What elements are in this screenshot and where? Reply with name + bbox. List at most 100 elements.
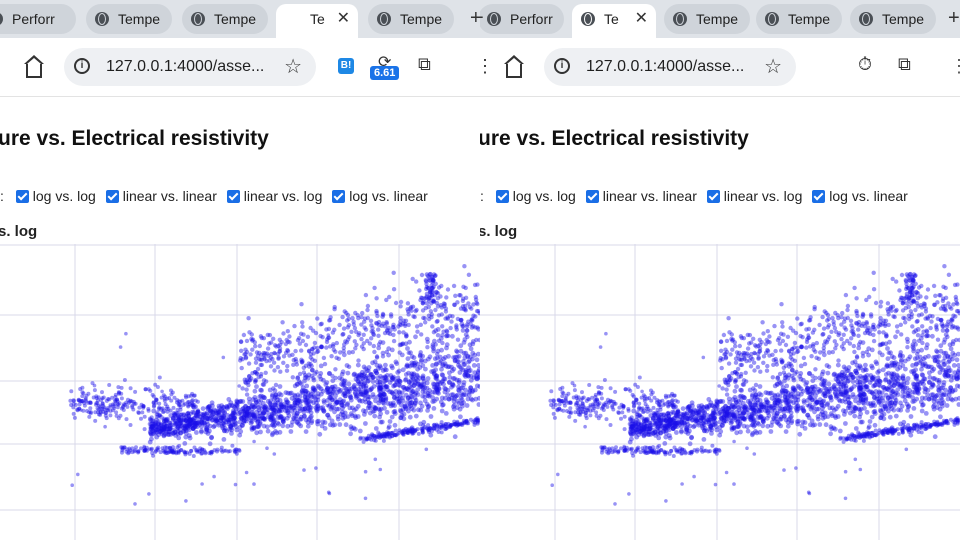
scatter-point xyxy=(176,429,181,434)
tab-4[interactable]: Tempe xyxy=(756,4,842,34)
scatter-point xyxy=(259,363,263,367)
scatter-point xyxy=(221,414,226,419)
scatter-point xyxy=(435,428,439,432)
scatter-point xyxy=(841,408,846,413)
scatter-point xyxy=(688,441,693,446)
scatter-point xyxy=(319,387,324,392)
tab-5[interactable]: Tempe xyxy=(850,4,936,34)
menu-dots-icon[interactable]: ⋮ xyxy=(480,56,494,77)
scatter-point xyxy=(338,350,342,354)
checkbox-linear-log[interactable] xyxy=(227,190,240,203)
scatter-point xyxy=(157,406,161,410)
scatter-point xyxy=(723,378,727,382)
scatter-point xyxy=(337,422,342,427)
checkbox-log-log[interactable] xyxy=(496,190,509,203)
checkbox-log-linear[interactable] xyxy=(812,190,825,203)
close-icon[interactable]: ✕ xyxy=(635,4,648,34)
checkbox-label: log vs. log xyxy=(513,188,576,204)
scatter-point xyxy=(906,404,911,409)
scatter-point xyxy=(166,410,170,414)
scatter-point xyxy=(358,429,363,434)
info-icon[interactable]: i xyxy=(554,58,570,74)
scatter-point xyxy=(620,410,624,414)
new-tab-icon[interactable]: + xyxy=(470,4,480,34)
scatter-point xyxy=(279,415,284,420)
scatter-point xyxy=(389,364,394,369)
scatter-point xyxy=(858,380,863,385)
checkbox-linear-log[interactable] xyxy=(707,190,720,203)
scatter-point xyxy=(885,346,890,351)
scatter-point xyxy=(458,386,463,391)
scatter-point xyxy=(809,385,814,390)
scatter-point xyxy=(884,334,888,338)
scatter-point xyxy=(805,340,809,344)
checkbox-log-log[interactable] xyxy=(16,190,29,203)
scatter-point xyxy=(840,311,844,315)
star-icon[interactable]: ☆ xyxy=(764,54,782,79)
scatter-point xyxy=(938,293,942,297)
scatter-point xyxy=(758,349,762,353)
checkbox-linear-linear[interactable] xyxy=(106,190,119,203)
star-icon[interactable]: ☆ xyxy=(284,54,302,79)
scatter-point xyxy=(736,405,741,410)
scatter-point xyxy=(761,361,765,365)
tab-5[interactable]: Tempe xyxy=(368,4,454,34)
scatter-point xyxy=(281,361,285,365)
scatter-point xyxy=(132,402,136,406)
globe-icon xyxy=(0,12,3,26)
scatter-point xyxy=(363,421,368,426)
new-tab-icon[interactable]: + xyxy=(948,4,960,34)
tab-2[interactable]: Tempe xyxy=(86,4,172,34)
scatter-point xyxy=(799,345,803,349)
scatter-point xyxy=(609,423,613,427)
scatter-point xyxy=(776,375,780,379)
address-bar[interactable]: i 127.0.0.1:4000/asse... ☆ xyxy=(544,48,796,86)
scatter-point xyxy=(374,458,378,462)
tab-3[interactable]: Tempe xyxy=(664,4,750,34)
close-icon[interactable]: ✕ xyxy=(337,4,350,34)
scatter-point xyxy=(358,399,363,404)
scatter-point xyxy=(938,414,943,419)
address-bar[interactable]: i 127.0.0.1:4000/asse... ☆ xyxy=(64,48,316,86)
scatter-point xyxy=(751,386,755,390)
scatter-point xyxy=(746,429,751,434)
scatter-point xyxy=(780,324,784,328)
scatter-point xyxy=(932,403,937,408)
info-icon[interactable]: i xyxy=(74,58,90,74)
scatter-point xyxy=(421,301,425,305)
puzzle-icon[interactable]: ⧉ xyxy=(898,54,911,75)
checkbox-log-linear[interactable] xyxy=(332,190,345,203)
scatter-point xyxy=(801,378,806,383)
scatter-point xyxy=(934,325,938,329)
new-tab-icon[interactable]: + xyxy=(480,4,484,34)
scatter-point xyxy=(585,416,589,420)
scatter-point xyxy=(738,344,742,348)
scatter-point xyxy=(854,296,858,300)
home-icon[interactable] xyxy=(506,64,522,78)
tab-1[interactable]: Perforr xyxy=(480,4,564,34)
scatter-point xyxy=(390,415,395,420)
scatter-point xyxy=(814,356,818,360)
hatena-extension-icon[interactable]: B! xyxy=(338,58,354,74)
scatter-point xyxy=(941,285,945,289)
tab-active[interactable]: Te ✕ xyxy=(572,4,656,38)
scatter-point xyxy=(764,397,769,402)
scatter-point xyxy=(434,342,438,346)
home-icon[interactable] xyxy=(26,64,42,78)
scatter-point xyxy=(651,431,656,436)
scatter-point xyxy=(353,346,357,350)
scatter-point xyxy=(923,302,927,306)
scatter-point xyxy=(663,435,668,440)
scatter-point xyxy=(836,358,840,362)
scatter-point xyxy=(421,308,425,312)
scatter-point xyxy=(191,426,196,431)
menu-dots-icon[interactable]: ⋮ xyxy=(950,56,960,77)
tab-active[interactable]: Te ✕ xyxy=(276,4,358,38)
tab-1[interactable]: Perforr xyxy=(0,4,76,34)
puzzle-icon[interactable]: ⧉ xyxy=(418,54,431,75)
checkbox-linear-linear[interactable] xyxy=(586,190,599,203)
scatter-point xyxy=(151,409,156,414)
scatter-point xyxy=(465,324,469,328)
tab-3[interactable]: Tempe xyxy=(182,4,268,34)
timer-icon[interactable]: ⏱ xyxy=(858,54,872,75)
